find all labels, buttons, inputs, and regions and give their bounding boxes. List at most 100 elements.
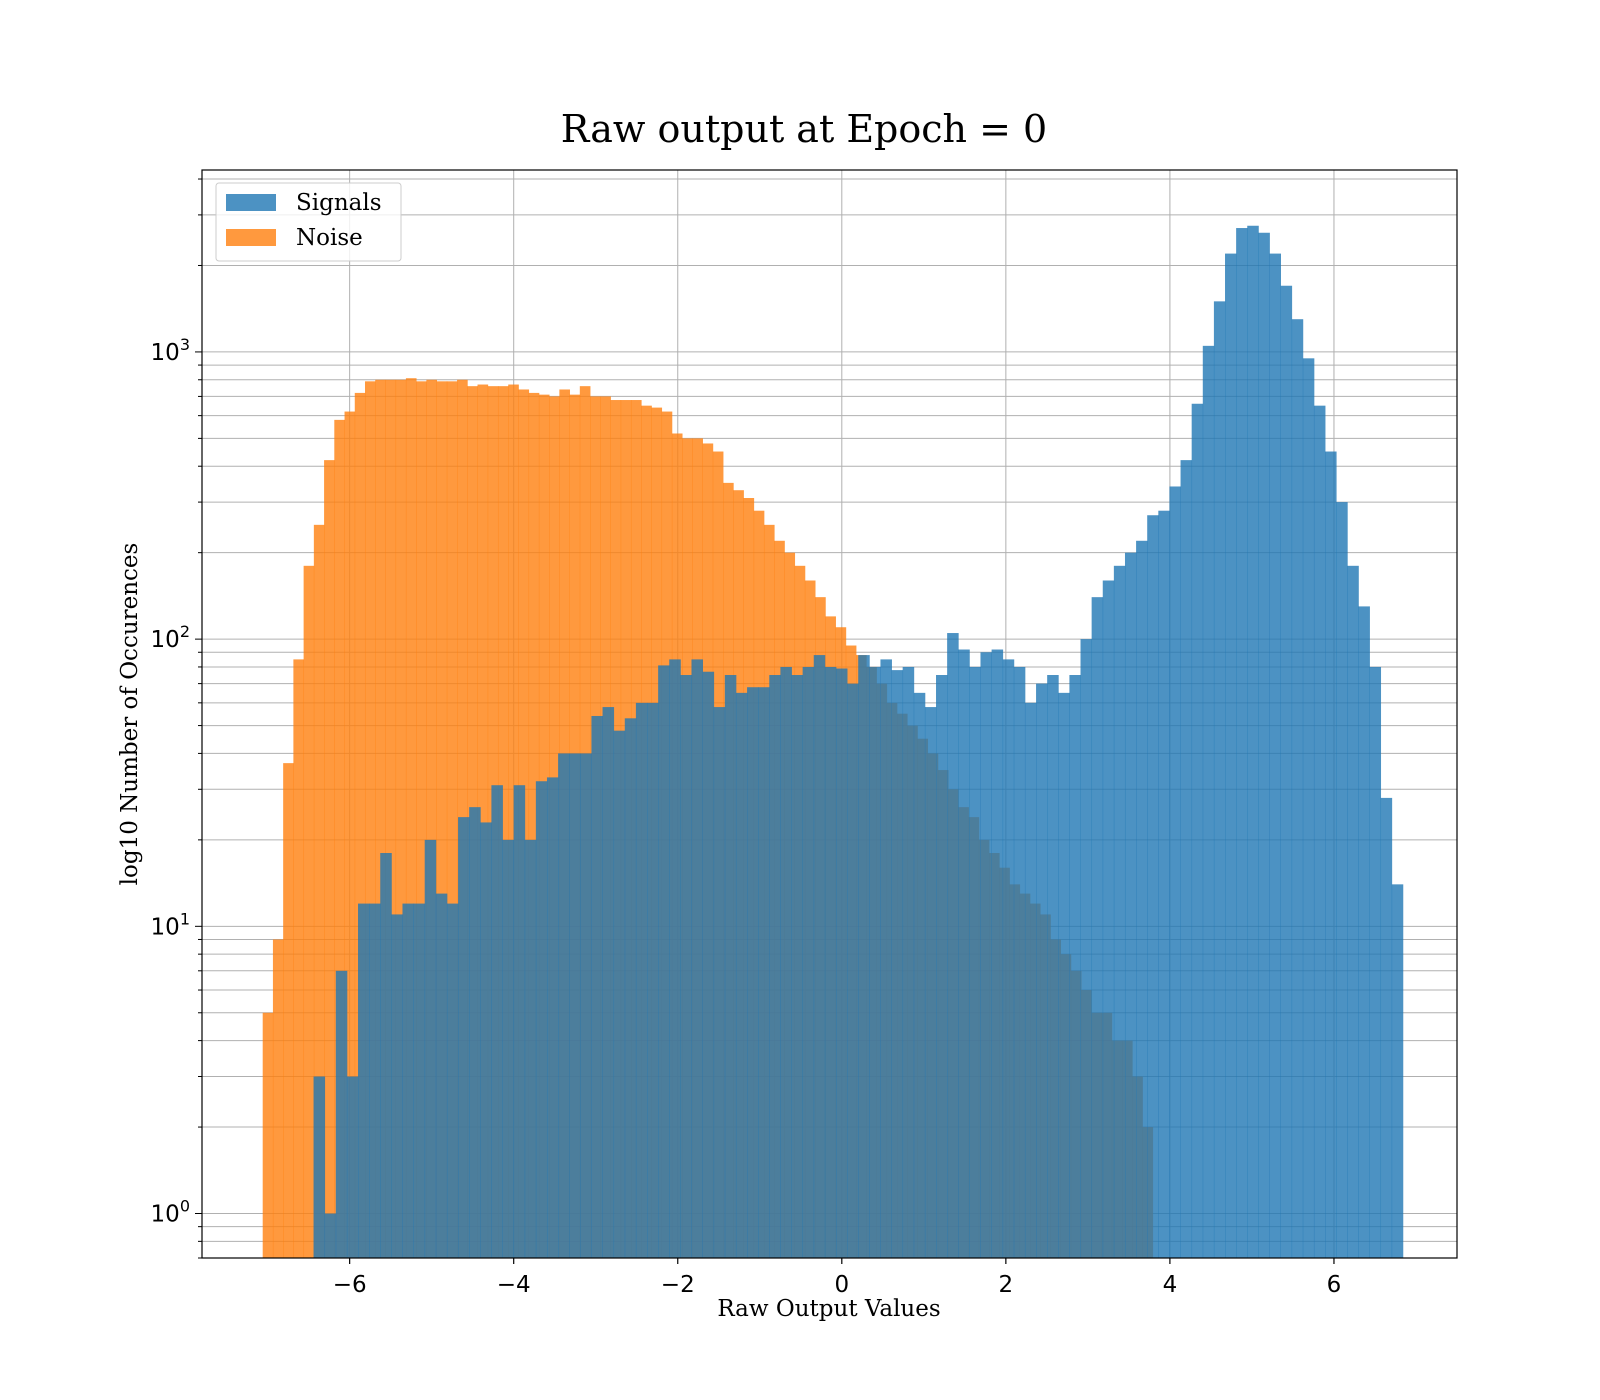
x-tick-label: −6 [333, 1272, 367, 1298]
signals-bar [1325, 451, 1337, 1259]
signals-bar [402, 903, 414, 1258]
noise-bar [385, 379, 397, 1258]
signals-bar [1302, 358, 1315, 1258]
signals-bar [813, 655, 826, 1258]
signals-bar [1313, 405, 1326, 1259]
signals-bar [1247, 225, 1259, 1258]
signals-bar [869, 666, 881, 1258]
signals-bar [613, 730, 626, 1258]
signals-bar [747, 687, 759, 1258]
signals-bar [724, 675, 737, 1258]
noise-bar [477, 384, 489, 1258]
signals-bar [446, 903, 459, 1258]
signals-bar [1236, 228, 1248, 1258]
noise-bar [497, 386, 509, 1258]
signals-bar [1191, 403, 1204, 1258]
signals-bar [835, 668, 848, 1258]
signals-bar [647, 702, 659, 1258]
signals-bar [391, 914, 403, 1258]
signals-bar [824, 666, 837, 1258]
signals-bar [346, 1076, 359, 1258]
legend-label-noise: Noise [296, 225, 363, 251]
signals-bar [1069, 675, 1081, 1258]
signals-bar [502, 839, 515, 1258]
signals-bar [958, 649, 970, 1258]
signals-bar [480, 822, 492, 1258]
signals-bar [458, 817, 470, 1258]
signals-bar [702, 671, 715, 1258]
legend-label-signals: Signals [296, 190, 382, 216]
signals-bar [1158, 510, 1170, 1258]
signals-bar [713, 707, 726, 1258]
signals-bar [1213, 301, 1226, 1258]
signals-bar [980, 652, 992, 1258]
signals-bar [313, 1076, 326, 1258]
noise-bar [436, 381, 448, 1258]
signals-bar [324, 1213, 337, 1258]
signals-bar [1047, 675, 1059, 1258]
signals-bar [1124, 552, 1137, 1258]
signals-bar [1225, 253, 1237, 1259]
signals-bar [1380, 797, 1393, 1258]
signals-bar [580, 753, 592, 1258]
signals-bar [758, 687, 770, 1258]
legend-swatch-signals [226, 194, 276, 211]
noise-bar [313, 524, 325, 1258]
x-axis-label: Raw Output Values [717, 1296, 940, 1322]
signals-bar [635, 702, 648, 1258]
noise-bar [354, 392, 366, 1258]
signals-bar [569, 753, 581, 1258]
noise-bar [293, 659, 305, 1258]
noise-bar [334, 419, 345, 1258]
y-tick-label: 101 [151, 909, 190, 940]
x-tick-label: −4 [497, 1272, 531, 1298]
noise-bar [375, 379, 386, 1258]
signals-bar [558, 753, 570, 1258]
signals-bar [1102, 580, 1115, 1258]
signals-bar [435, 893, 448, 1258]
signals-bar [969, 666, 981, 1258]
signals-bar [1336, 502, 1348, 1258]
noise-bar [262, 1012, 274, 1258]
signals-bar [1358, 606, 1370, 1258]
signals-bar [335, 970, 348, 1258]
signals-bar [1269, 253, 1281, 1259]
noise-bar [283, 763, 294, 1258]
x-tick-label: 6 [1327, 1272, 1342, 1298]
signals-bar [669, 659, 681, 1258]
signals-bar [546, 777, 559, 1258]
x-tick-label: 4 [1163, 1272, 1178, 1298]
noise-bar [416, 381, 427, 1258]
signals-bar [769, 675, 781, 1258]
x-tick-label: −2 [661, 1272, 695, 1298]
y-tick-label: 102 [151, 622, 190, 653]
signals-bar [1113, 565, 1126, 1258]
signals-bar [913, 692, 926, 1258]
signals-bar [902, 666, 915, 1258]
signals-bar [1013, 666, 1026, 1258]
noise-bar [272, 939, 284, 1258]
chart-title: Raw output at Epoch = 0 [561, 107, 1047, 151]
signals-bar [380, 853, 392, 1258]
noise-bar [405, 378, 417, 1258]
legend: Signals Noise [215, 182, 402, 262]
signals-bar [891, 670, 904, 1258]
signals-bar [847, 683, 859, 1258]
signals-bar [524, 839, 537, 1258]
signals-bar [780, 666, 792, 1258]
y-axis-ticks: 100 101 102 103 [151, 178, 202, 1259]
signals-bar [1002, 659, 1015, 1258]
signals-bar [1091, 597, 1104, 1258]
signals-bar [369, 903, 381, 1258]
y-axis-label: log10 Number of Occurences [117, 543, 143, 886]
signals-bar [602, 707, 615, 1258]
signals-bar [1080, 639, 1093, 1258]
noise-bar [303, 565, 315, 1258]
noise-bar [324, 460, 335, 1258]
signals-bar [1280, 285, 1293, 1258]
signals-bar [491, 785, 503, 1258]
noise-bar [528, 392, 540, 1258]
signals-bar [624, 718, 637, 1258]
signals-bar [1202, 345, 1215, 1258]
